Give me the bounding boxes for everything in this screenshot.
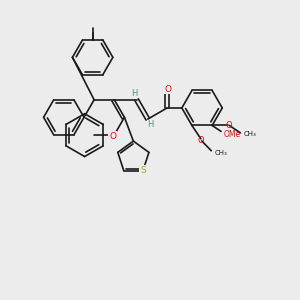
Text: OMe: OMe — [224, 130, 241, 140]
Text: O: O — [197, 136, 204, 145]
Text: O: O — [109, 132, 116, 141]
Text: CH₃: CH₃ — [243, 131, 256, 137]
Text: H: H — [131, 89, 137, 98]
Text: H: H — [147, 120, 153, 129]
Text: CH₃: CH₃ — [214, 150, 227, 156]
Text: O: O — [164, 85, 171, 94]
Text: S: S — [140, 166, 146, 175]
Text: O: O — [225, 121, 232, 130]
